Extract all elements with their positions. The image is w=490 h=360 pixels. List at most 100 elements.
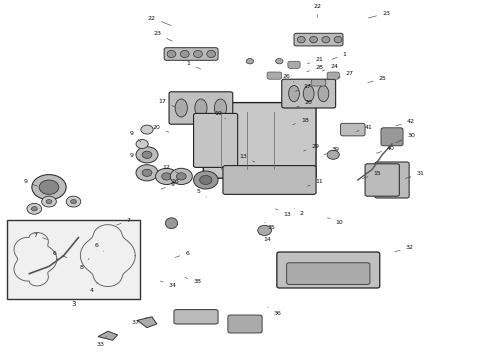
Ellipse shape (215, 99, 226, 117)
Text: 20: 20 (153, 125, 169, 132)
Ellipse shape (180, 50, 189, 58)
Ellipse shape (142, 169, 152, 176)
Ellipse shape (310, 36, 318, 43)
FancyBboxPatch shape (327, 72, 340, 79)
Ellipse shape (61, 268, 67, 272)
Ellipse shape (175, 99, 187, 117)
Text: 25: 25 (368, 76, 387, 83)
Text: 8: 8 (80, 258, 89, 270)
Text: 9: 9 (161, 182, 175, 189)
Ellipse shape (303, 85, 314, 102)
Text: 30: 30 (396, 133, 415, 143)
Text: 37: 37 (131, 318, 147, 325)
Ellipse shape (71, 199, 76, 204)
Bar (7, 220, 140, 299)
Text: 1: 1 (187, 61, 201, 69)
Text: 1: 1 (332, 51, 346, 59)
Text: 35: 35 (265, 222, 276, 230)
Ellipse shape (27, 203, 42, 214)
Text: 15: 15 (362, 171, 381, 179)
Text: 13: 13 (275, 209, 291, 217)
FancyBboxPatch shape (375, 162, 409, 198)
Ellipse shape (66, 196, 81, 207)
Text: 11: 11 (307, 179, 323, 186)
FancyBboxPatch shape (267, 72, 282, 79)
Ellipse shape (46, 199, 52, 204)
Ellipse shape (327, 150, 339, 159)
Ellipse shape (322, 36, 330, 43)
Text: 39: 39 (324, 147, 340, 155)
Ellipse shape (136, 140, 148, 149)
Ellipse shape (165, 218, 177, 229)
Polygon shape (137, 317, 157, 328)
Ellipse shape (258, 225, 271, 235)
Ellipse shape (200, 176, 212, 185)
Text: 20: 20 (296, 100, 313, 107)
Text: 3: 3 (71, 301, 76, 307)
FancyBboxPatch shape (194, 113, 238, 167)
Text: 21: 21 (307, 57, 323, 64)
Ellipse shape (162, 173, 172, 180)
Ellipse shape (167, 50, 176, 58)
Ellipse shape (195, 99, 207, 117)
Text: 13: 13 (239, 154, 255, 162)
Text: 27: 27 (338, 71, 354, 77)
Text: 36: 36 (268, 307, 281, 316)
Ellipse shape (31, 207, 37, 211)
FancyBboxPatch shape (381, 128, 403, 146)
FancyBboxPatch shape (311, 80, 326, 86)
Polygon shape (98, 331, 118, 340)
FancyBboxPatch shape (164, 48, 218, 60)
Ellipse shape (76, 275, 91, 286)
FancyBboxPatch shape (203, 103, 316, 178)
FancyBboxPatch shape (341, 123, 365, 136)
Text: 9: 9 (24, 179, 38, 186)
Ellipse shape (56, 243, 71, 254)
Text: 14: 14 (260, 234, 271, 242)
FancyBboxPatch shape (287, 263, 370, 284)
Text: 9: 9 (129, 153, 141, 160)
Text: 7: 7 (33, 233, 48, 239)
Ellipse shape (334, 36, 342, 43)
Ellipse shape (91, 275, 105, 286)
Text: 24: 24 (322, 64, 338, 71)
FancyBboxPatch shape (365, 164, 399, 196)
Ellipse shape (32, 175, 66, 200)
Text: 22: 22 (148, 15, 171, 26)
Text: 16: 16 (172, 179, 185, 186)
Text: 42: 42 (395, 119, 415, 126)
Text: 29: 29 (303, 144, 319, 151)
Ellipse shape (61, 246, 67, 251)
Text: 4: 4 (90, 282, 98, 293)
Text: 23: 23 (153, 31, 172, 41)
Ellipse shape (75, 257, 81, 261)
Text: 10: 10 (327, 218, 343, 225)
Text: 17: 17 (295, 84, 312, 91)
Text: 41: 41 (356, 125, 372, 131)
Text: 38: 38 (185, 278, 201, 284)
Ellipse shape (141, 125, 153, 134)
Text: 6: 6 (53, 251, 67, 257)
Text: 17: 17 (159, 99, 175, 107)
Text: 40: 40 (376, 146, 395, 153)
Text: 18: 18 (293, 118, 309, 125)
Text: 28: 28 (307, 65, 323, 72)
Ellipse shape (297, 36, 305, 43)
Text: 23: 23 (368, 11, 390, 18)
Ellipse shape (318, 85, 329, 102)
Text: 31: 31 (405, 171, 424, 179)
FancyBboxPatch shape (169, 92, 233, 124)
Text: 2: 2 (294, 208, 303, 216)
Text: 34: 34 (160, 281, 176, 288)
Ellipse shape (156, 168, 177, 185)
Text: 9: 9 (129, 131, 141, 142)
Text: 6: 6 (95, 243, 104, 251)
Text: 33: 33 (97, 336, 106, 347)
Ellipse shape (136, 147, 158, 163)
Ellipse shape (170, 168, 192, 185)
Ellipse shape (71, 254, 86, 265)
FancyBboxPatch shape (277, 252, 380, 288)
Circle shape (275, 59, 283, 64)
Ellipse shape (142, 151, 152, 158)
Ellipse shape (42, 196, 56, 207)
